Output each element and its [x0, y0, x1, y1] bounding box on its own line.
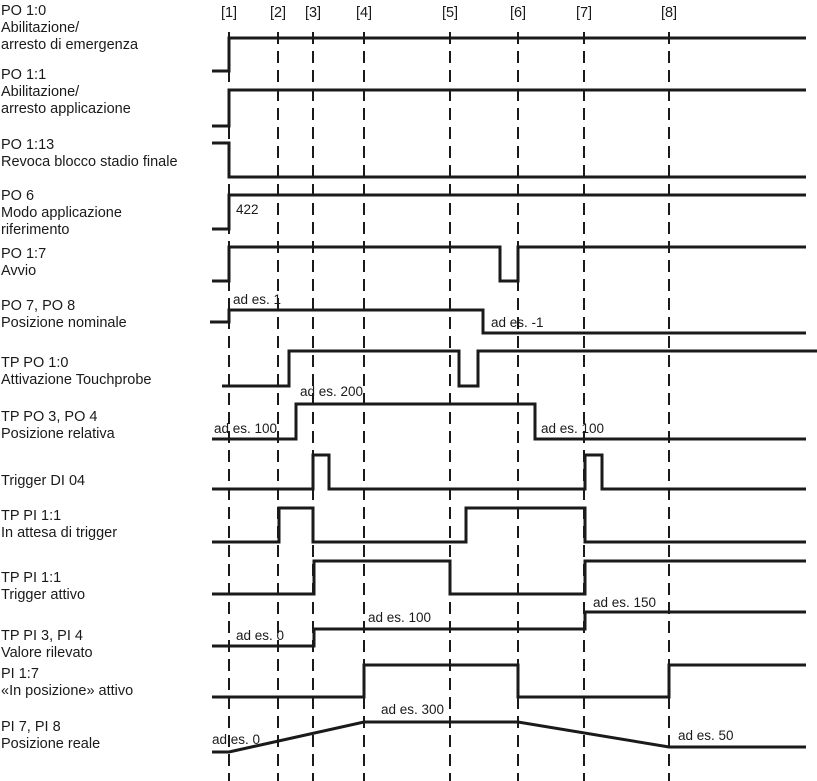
signal-label: PO 1:0 Abilitazione/arresto di emergenza [1, 3, 138, 54]
signal-description: Posizione reale [1, 736, 101, 752]
signal-waveform [212, 506, 806, 544]
signal-id: PO 1:13 [1, 137, 55, 153]
signal-description: Revoca blocco stadio finale [1, 154, 178, 170]
signal-id: PO 7, PO 8 [1, 298, 76, 314]
signal-waveform [212, 141, 806, 179]
signal-description: Valore rilevato [1, 645, 93, 661]
signal-waveform [212, 559, 806, 596]
signal-description: Modo applicazione [1, 205, 122, 221]
signal-id: PO 1:7 [1, 246, 47, 262]
signal-description: Abilitazione/ [1, 84, 80, 100]
marker-label: [4] [355, 5, 373, 21]
signal-id: PI 7, PI 8 [1, 719, 61, 735]
marker-label: [5] [441, 5, 459, 21]
signal-id: PO 1:1 [1, 67, 47, 83]
signal-waveform [212, 610, 806, 648]
signal-waveform [212, 453, 806, 491]
signal-id: Trigger DI 04 [1, 473, 86, 489]
signal-label: PO 6 Modo applicazione riferimento [1, 188, 122, 239]
marker-label: [2] [269, 5, 287, 21]
signal-description: arresto applicazione [1, 101, 131, 117]
signal-label: Trigger DI 04 [1, 473, 85, 490]
signal-waveform [212, 720, 806, 754]
value-annotation: ad es. 50 [678, 728, 734, 743]
signal-id: PI 1:7 [1, 666, 39, 682]
signal-id: TP PO 1:0 [1, 355, 69, 371]
signal-id: TP PI 1:1 [1, 508, 62, 524]
signal-waveform [212, 88, 806, 128]
signal-waveform [222, 349, 817, 388]
value-annotation: ad es. 300 [381, 702, 445, 717]
value-annotation: ad es. 100 [541, 421, 605, 436]
signal-id: TP PI 1:1 [1, 570, 62, 586]
value-annotation: ad es. 100 [214, 421, 278, 436]
signal-label: TP PO 1:0 Attivazione Touchprobe [1, 355, 151, 389]
signal-waveform [210, 308, 806, 335]
signal-description: Trigger attivo [1, 587, 86, 603]
signal-description: Abilitazione/ [1, 20, 80, 36]
marker-label: [3] [304, 5, 322, 21]
signal-label: PO 7, PO 8 Posizione nominale [1, 298, 127, 332]
signal-description: «In posizione» attivo [1, 683, 134, 699]
signal-description: arresto di emergenza [1, 37, 139, 53]
signal-id: PO 6 [1, 188, 35, 204]
signal-label: PO 1:1 Abilitazione/arresto applicazione [1, 67, 131, 118]
value-annotation: ad es. 200 [300, 384, 364, 399]
signal-id: TP PO 3, PO 4 [1, 409, 98, 425]
value-annotation: ad es. 150 [593, 595, 657, 610]
signal-label: PO 1:7 Avvio [1, 246, 46, 280]
signal-description: Posizione relativa [1, 426, 115, 442]
signal-label: PO 1:13 Revoca blocco stadio finale [1, 137, 178, 171]
value-annotation: ad es. 1 [233, 292, 282, 307]
signal-waveform [212, 36, 806, 73]
signal-label: TP PI 1:1 In attesa di trigger [1, 508, 117, 542]
signal-description: In attesa di trigger [1, 525, 118, 541]
marker-label: [7] [575, 5, 593, 21]
signal-waveform [212, 245, 806, 283]
signal-label: TP PI 1:1 Trigger attivo [1, 570, 85, 604]
signal-description: Posizione nominale [1, 315, 127, 331]
marker-label: [6] [509, 5, 527, 21]
value-annotation: ad es. 100 [368, 610, 432, 625]
signal-label: TP PI 3, PI 4 Valore rilevato [1, 628, 93, 662]
signal-id: TP PI 3, PI 4 [1, 628, 83, 644]
value-annotation: ad es. -1 [491, 315, 544, 330]
value-annotation: 422 [236, 202, 259, 217]
signal-label: PI 1:7 «In posizione» attivo [1, 666, 133, 700]
signal-waveform [212, 193, 806, 231]
signal-id: PO 1:0 [1, 3, 47, 19]
signal-description: riferimento [1, 222, 70, 238]
marker-label: [1] [220, 5, 238, 21]
value-annotation: ad es. 0 [212, 732, 261, 747]
signal-waveform [212, 663, 806, 699]
value-annotation: ad es. 0 [236, 628, 285, 643]
signal-waveform [212, 402, 806, 441]
signal-description: Attivazione Touchprobe [1, 372, 152, 388]
signal-label: TP PO 3, PO 4 Posizione relativa [1, 409, 115, 443]
marker-label: [8] [660, 5, 678, 21]
signal-label: PI 7, PI 8 Posizione reale [1, 719, 100, 753]
signal-description: Avvio [1, 263, 37, 279]
